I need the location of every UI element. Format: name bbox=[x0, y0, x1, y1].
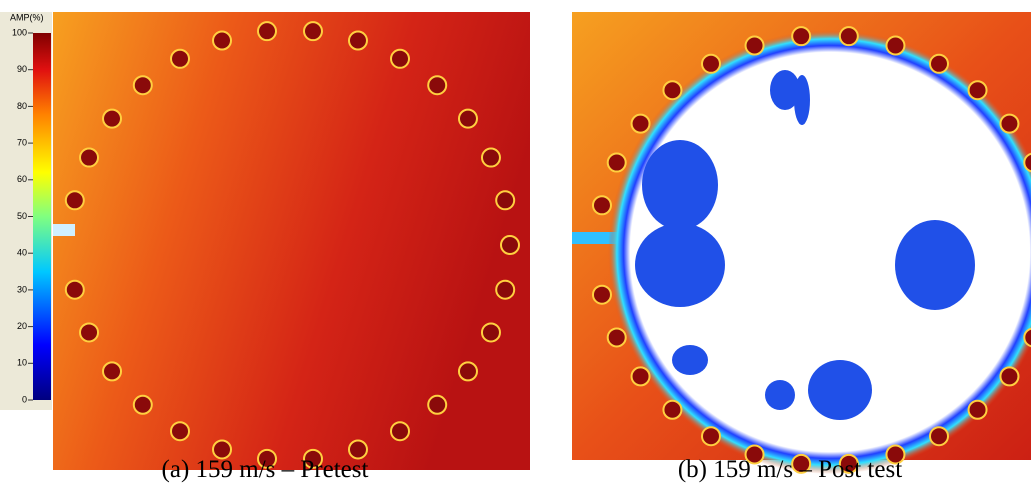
bolt-hole bbox=[591, 195, 612, 216]
bolt-hole bbox=[838, 453, 859, 474]
bolt-hole bbox=[838, 26, 859, 47]
bolt-hole bbox=[744, 35, 765, 56]
caption: (b) 159 m/s – Post test bbox=[678, 456, 902, 483]
bolt-hole bbox=[591, 284, 612, 305]
bolt-hole bbox=[967, 80, 988, 101]
bolt-hole bbox=[480, 147, 501, 168]
bolt-hole bbox=[212, 30, 233, 51]
bolt-hole bbox=[701, 426, 721, 447]
bolt-hole bbox=[1023, 152, 1031, 173]
tick-label: 80 bbox=[17, 101, 27, 111]
bolt-hole bbox=[1023, 327, 1031, 348]
panel-b bbox=[572, 12, 1031, 474]
bolt-hole bbox=[427, 75, 448, 96]
bolt-hole bbox=[132, 75, 153, 96]
colorbar-scale bbox=[33, 33, 51, 400]
bolt-hole bbox=[257, 21, 278, 42]
bolt-hole bbox=[212, 439, 233, 460]
tick-label: 90 bbox=[17, 64, 27, 74]
bolt-hole bbox=[132, 394, 153, 415]
bolt-hole bbox=[457, 108, 478, 129]
bolt-hole bbox=[630, 113, 651, 134]
notch bbox=[53, 224, 75, 236]
tick-label: 40 bbox=[17, 248, 27, 258]
bolt-hole bbox=[102, 108, 123, 129]
bolt-hole bbox=[495, 190, 516, 211]
bolt-hole bbox=[347, 439, 368, 460]
tick-label: 20 bbox=[17, 321, 27, 331]
bolt-hole bbox=[500, 235, 520, 255]
bolt-hole bbox=[606, 152, 627, 173]
bolt-hole bbox=[302, 448, 323, 469]
bolt-hole bbox=[102, 361, 123, 382]
tick-label: 50 bbox=[17, 211, 27, 221]
bolt-hole bbox=[885, 444, 906, 465]
bolt-hole bbox=[791, 453, 812, 474]
bolt-hole bbox=[495, 279, 516, 300]
bolt-hole bbox=[170, 421, 190, 442]
damage-ring bbox=[608, 30, 1031, 474]
bolt-hole bbox=[170, 48, 190, 69]
bolt-hole bbox=[257, 448, 278, 469]
bolt-hole bbox=[79, 147, 100, 168]
bolt-hole bbox=[302, 21, 323, 42]
damage-spots bbox=[635, 70, 975, 420]
tick-label: 70 bbox=[17, 137, 27, 147]
bolt-hole bbox=[390, 48, 410, 69]
bolt-hole bbox=[427, 394, 448, 415]
bolt-hole bbox=[64, 279, 85, 300]
scan-image bbox=[53, 12, 530, 470]
tick-label: 0 bbox=[22, 394, 27, 404]
colorbar: AMP(%) 0 10 20 30 40 50 60 70 80 90 100 bbox=[0, 12, 52, 410]
bolt-hole bbox=[929, 426, 949, 447]
bolt-hole bbox=[929, 53, 949, 74]
bolt-hole bbox=[64, 190, 85, 211]
bolt-hole bbox=[347, 30, 368, 51]
bolt-hole bbox=[999, 366, 1020, 387]
bolt-hole bbox=[791, 26, 812, 47]
bolt-hole bbox=[390, 421, 410, 442]
bolt-hole bbox=[701, 53, 721, 74]
colorbar-label: AMP(%) bbox=[10, 12, 44, 22]
bolt-hole bbox=[457, 361, 478, 382]
caption: (a) 159 m/s – Pretest bbox=[162, 456, 369, 483]
bolt-hole bbox=[885, 35, 906, 56]
tick-label: 60 bbox=[17, 174, 27, 184]
bolt-hole bbox=[967, 399, 988, 420]
panel-a bbox=[53, 12, 530, 470]
bolt-hole bbox=[480, 322, 501, 343]
tick-label: 10 bbox=[17, 358, 27, 368]
bolt-hole bbox=[79, 322, 100, 343]
bolt-hole bbox=[662, 399, 683, 420]
bolt-hole bbox=[606, 327, 627, 348]
bolt-hole bbox=[630, 366, 651, 387]
bolt-hole bbox=[662, 80, 683, 101]
bolt-hole bbox=[999, 113, 1020, 134]
tick-label: 100 bbox=[12, 27, 27, 37]
bolt-hole bbox=[744, 444, 765, 465]
tick-label: 30 bbox=[17, 284, 27, 294]
